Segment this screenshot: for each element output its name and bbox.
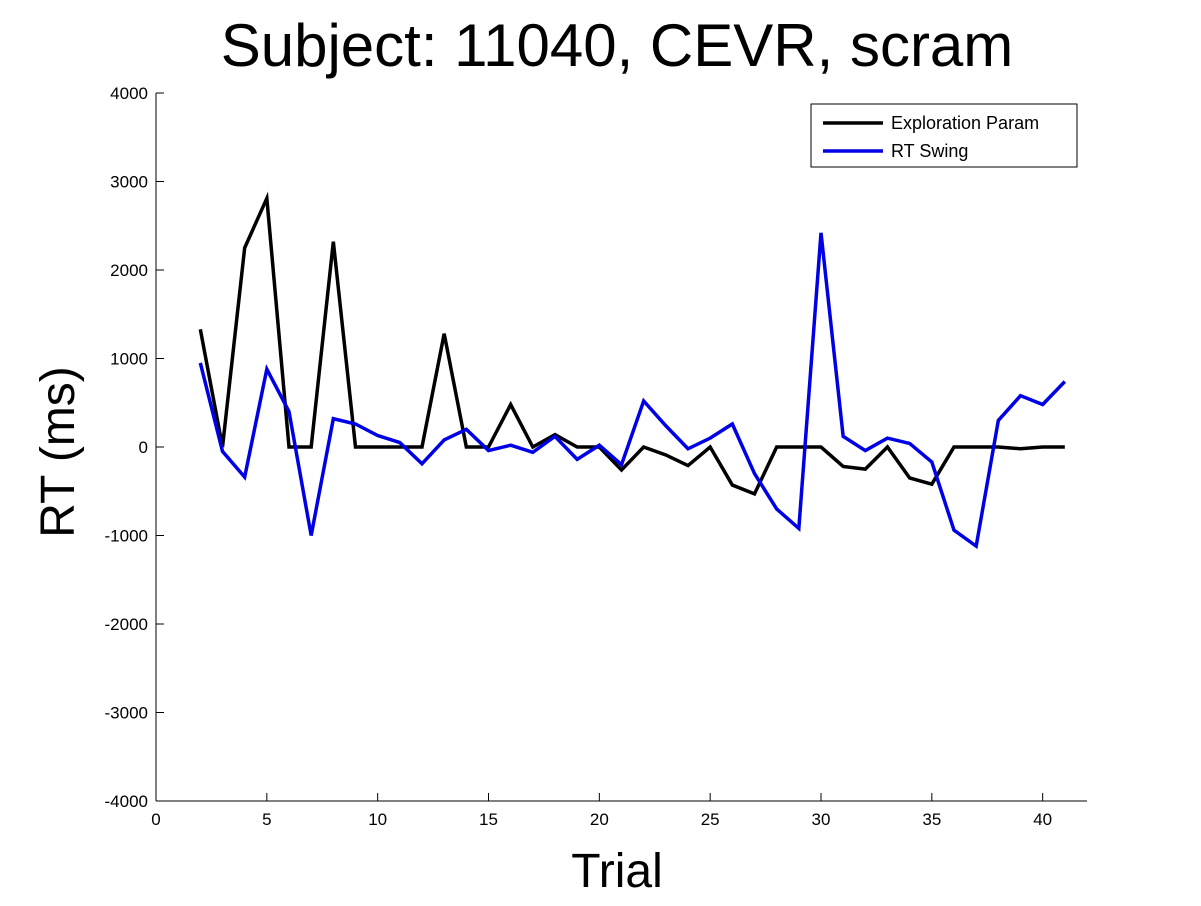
x-tick-label: 40 [1033, 810, 1052, 829]
legend-label: Exploration Param [891, 113, 1039, 133]
plot-lines [198, 191, 1067, 550]
x-tick-label: 10 [368, 810, 387, 829]
legend-label: RT Swing [891, 141, 968, 161]
x-tick-label: 15 [479, 810, 498, 829]
y-axis-label: RT (ms) [32, 366, 85, 538]
x-tick-label: 30 [812, 810, 831, 829]
y-tick-label: -3000 [105, 704, 148, 723]
y-tick-label: -4000 [105, 792, 148, 811]
x-tick-label: 5 [262, 810, 271, 829]
axes: 0 5 10 15 20 25 30 35 40 -4000 -3000 -2000 -1000 0 100… [105, 84, 1087, 829]
series-line-rt-swing [198, 232, 1067, 550]
y-tick-label: 0 [139, 438, 148, 457]
x-axis-label: Trial [571, 845, 663, 898]
legend-box [810, 103, 1078, 168]
x-tick-label: 20 [590, 810, 609, 829]
y-tick-label: -1000 [105, 527, 148, 546]
chart-title: Subject: 11040, CEVR, scram [221, 12, 1014, 79]
legend: Exploration Param RT Swing [810, 103, 1078, 168]
x-tick-label: 0 [151, 810, 160, 829]
x-tick-label: 25 [701, 810, 720, 829]
y-tick-label: -2000 [105, 615, 148, 634]
series-line-exploration-param [198, 191, 1065, 497]
y-tick-label: 1000 [110, 350, 148, 369]
y-tick-label: 3000 [110, 173, 148, 192]
x-tick-label: 35 [922, 810, 941, 829]
y-tick-label: 2000 [110, 261, 148, 280]
y-tick-label: 4000 [110, 84, 148, 103]
